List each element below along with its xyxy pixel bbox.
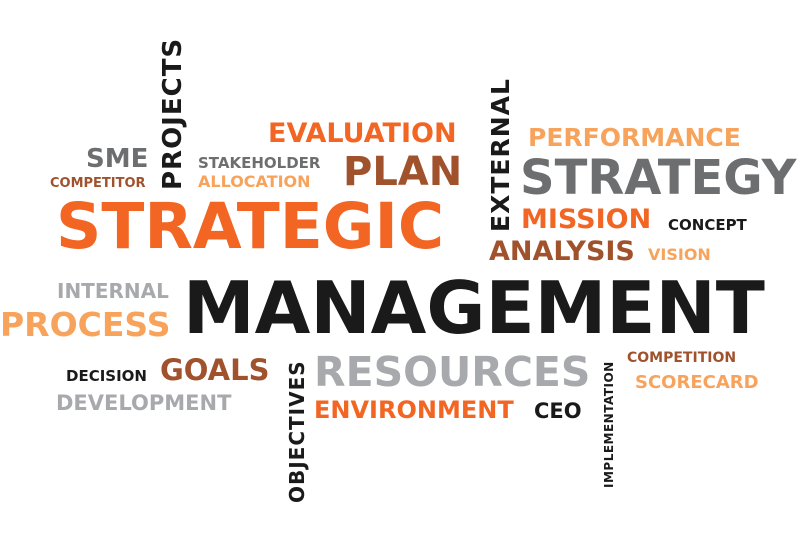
- word-competition: COMPETITION: [627, 350, 737, 366]
- word-resources: RESOURCES: [314, 348, 591, 396]
- word-stakeholder: STAKEHOLDER: [198, 154, 321, 172]
- word-competitor: COMPETITOR: [50, 176, 146, 191]
- word-internal: INTERNAL: [57, 279, 169, 303]
- word-performance: PERFORMANCE: [528, 123, 741, 152]
- word-strategy: STRATEGY: [520, 150, 797, 206]
- word-process: PROCESS: [0, 305, 171, 344]
- word-objectives: OBJECTIVES: [285, 360, 309, 503]
- word-analysis: ANALYSIS: [489, 236, 635, 267]
- word-development: DEVELOPMENT: [56, 391, 232, 415]
- word-vision: VISION: [648, 245, 711, 264]
- word-environment: ENVIRONMENT: [314, 396, 514, 424]
- word-evaluation: EVALUATION: [268, 118, 457, 149]
- word-concept: CONCEPT: [668, 216, 747, 234]
- word-plan: PLAN: [343, 149, 463, 195]
- word-strategic: STRATEGIC: [56, 190, 445, 263]
- word-decision: DECISION: [66, 367, 147, 385]
- word-sme: SME: [86, 144, 149, 174]
- word-projects: PROJECTS: [158, 37, 188, 190]
- word-scorecard: SCORECARD: [635, 372, 759, 393]
- word-ceo: CEO: [534, 399, 582, 423]
- word-mission: MISSION: [521, 204, 652, 235]
- word-external: EXTERNAL: [486, 78, 515, 232]
- word-goals: GOALS: [160, 353, 270, 387]
- word-allocation: ALLOCATION: [198, 172, 311, 191]
- word-implementation: IMPLEMENTATION: [602, 361, 616, 488]
- word-management: MANAGEMENT: [183, 266, 765, 350]
